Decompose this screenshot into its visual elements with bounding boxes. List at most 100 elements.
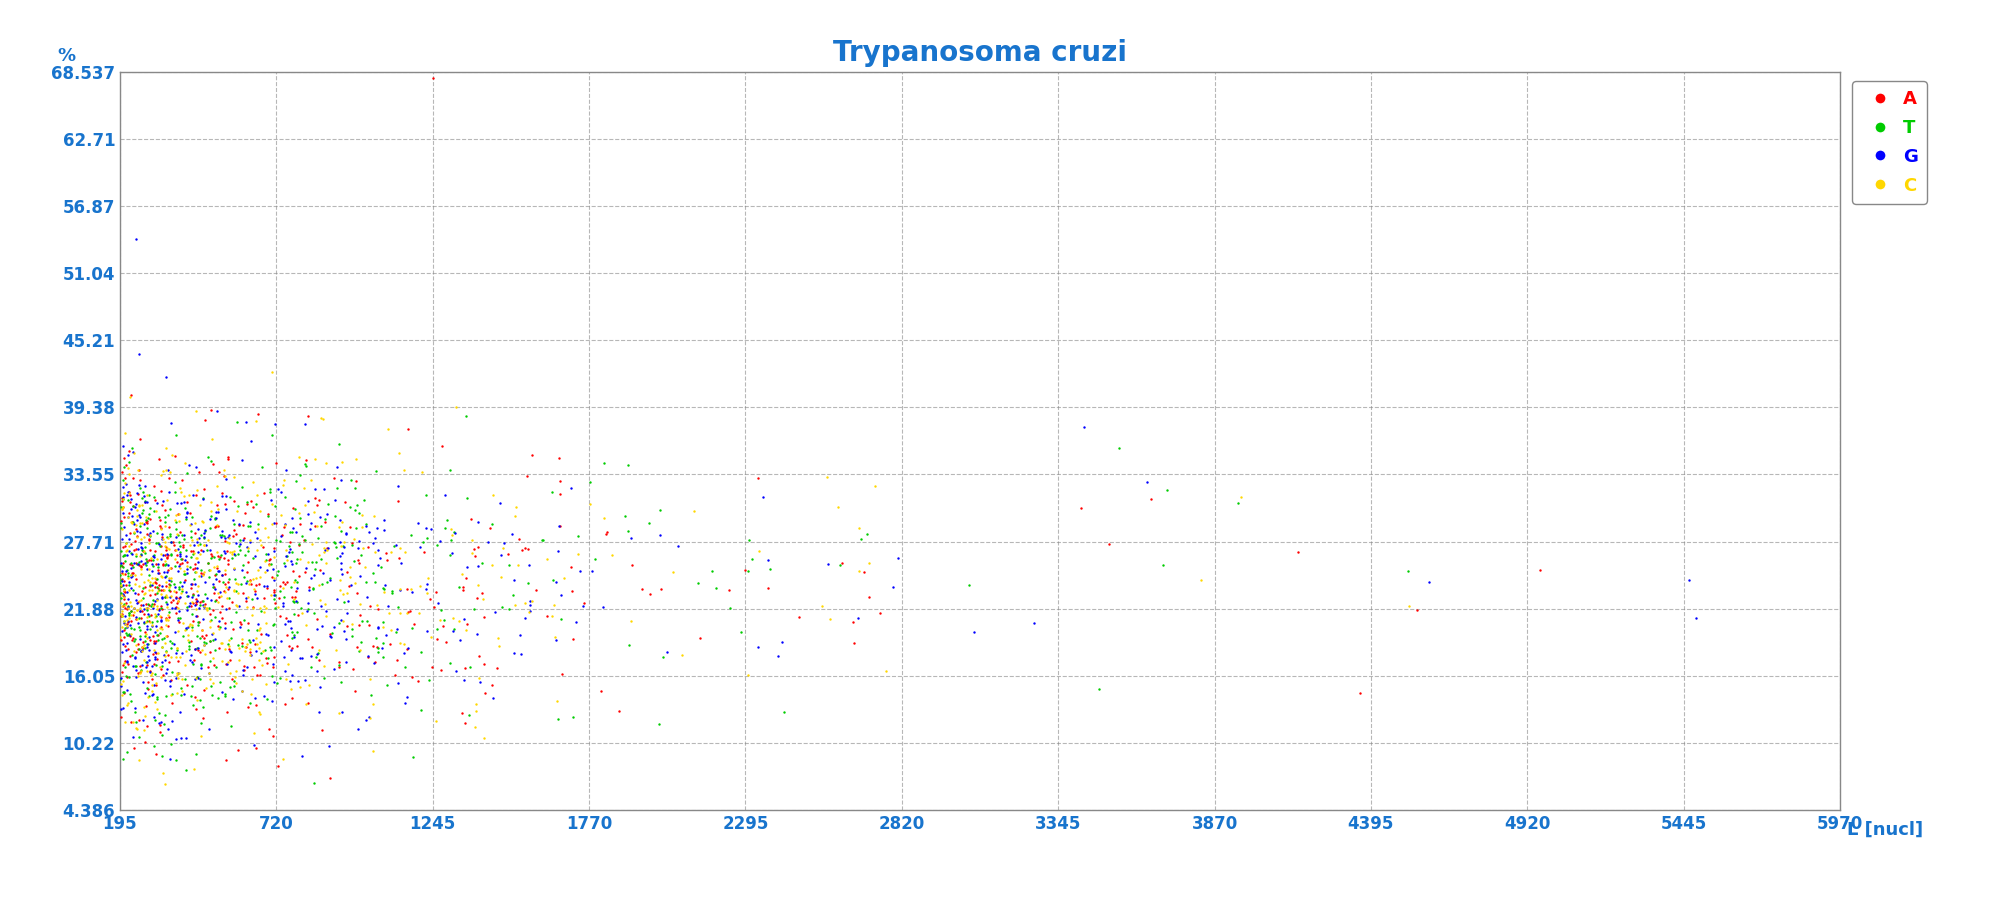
Point bbox=[270, 549, 302, 563]
Point bbox=[678, 504, 710, 518]
Point bbox=[240, 741, 272, 755]
Point bbox=[150, 575, 182, 590]
Point bbox=[302, 612, 334, 626]
Point bbox=[212, 453, 244, 467]
Point bbox=[142, 580, 174, 594]
Point bbox=[126, 643, 158, 657]
Point bbox=[226, 453, 258, 467]
Point bbox=[256, 364, 288, 379]
Point bbox=[136, 619, 168, 634]
Point bbox=[256, 570, 288, 584]
Point bbox=[194, 521, 226, 535]
Point bbox=[132, 603, 164, 617]
Point bbox=[308, 541, 340, 555]
Point bbox=[166, 472, 198, 487]
Point bbox=[232, 554, 264, 569]
Point bbox=[104, 710, 136, 724]
Point bbox=[164, 507, 196, 521]
Point bbox=[516, 448, 548, 463]
Point bbox=[276, 520, 308, 535]
Point bbox=[108, 584, 140, 598]
Point bbox=[274, 538, 306, 553]
Point bbox=[200, 592, 232, 607]
Point bbox=[358, 656, 390, 670]
Point bbox=[250, 580, 282, 595]
Point bbox=[168, 687, 200, 701]
Point bbox=[314, 626, 346, 641]
Point bbox=[170, 678, 202, 692]
Point bbox=[122, 611, 154, 625]
Point bbox=[248, 539, 280, 554]
Point bbox=[122, 557, 154, 572]
Point bbox=[208, 585, 240, 599]
Point bbox=[520, 582, 552, 597]
Point bbox=[724, 625, 756, 639]
Point bbox=[142, 536, 174, 550]
Point bbox=[124, 623, 156, 637]
Point bbox=[186, 568, 218, 582]
Point bbox=[126, 541, 158, 555]
Point bbox=[356, 536, 388, 550]
Point bbox=[124, 633, 156, 647]
Point bbox=[614, 614, 646, 628]
Point bbox=[150, 612, 182, 626]
Point bbox=[172, 488, 204, 502]
Point bbox=[120, 555, 152, 570]
Point bbox=[208, 577, 240, 591]
Point bbox=[114, 627, 146, 642]
Point bbox=[194, 614, 226, 628]
Point bbox=[112, 571, 144, 585]
Point bbox=[152, 599, 184, 614]
Point bbox=[334, 559, 366, 573]
Point bbox=[138, 657, 170, 671]
Point bbox=[510, 541, 542, 555]
Point bbox=[612, 638, 644, 652]
Point bbox=[198, 520, 230, 535]
Point bbox=[336, 617, 368, 632]
Point bbox=[184, 499, 216, 513]
Point bbox=[354, 617, 386, 632]
Point bbox=[106, 598, 138, 613]
Point bbox=[302, 498, 334, 512]
Point bbox=[1084, 681, 1116, 696]
Point bbox=[106, 578, 138, 592]
Point bbox=[164, 610, 196, 625]
Point bbox=[222, 742, 254, 757]
Point bbox=[322, 655, 354, 670]
Point bbox=[254, 482, 286, 497]
Point bbox=[206, 611, 238, 625]
Point bbox=[142, 614, 174, 628]
Point bbox=[106, 494, 138, 508]
Point bbox=[326, 455, 358, 470]
Point bbox=[328, 495, 360, 509]
Point bbox=[1132, 475, 1164, 490]
Point bbox=[186, 543, 218, 557]
Point bbox=[394, 528, 426, 543]
Point bbox=[192, 600, 224, 615]
Point bbox=[298, 776, 330, 790]
Point bbox=[106, 607, 138, 621]
Point bbox=[714, 601, 746, 616]
Point bbox=[180, 642, 212, 656]
Point bbox=[184, 716, 216, 730]
Point bbox=[116, 567, 148, 581]
Point bbox=[188, 537, 220, 552]
Point bbox=[276, 557, 308, 572]
Point bbox=[282, 575, 314, 590]
Point bbox=[192, 603, 224, 617]
Point bbox=[110, 670, 142, 684]
Point bbox=[140, 667, 172, 681]
Point bbox=[466, 586, 498, 600]
Point bbox=[150, 618, 182, 633]
Point bbox=[238, 582, 270, 597]
Point bbox=[748, 490, 780, 504]
Point bbox=[270, 672, 302, 687]
Point bbox=[324, 549, 356, 563]
Point bbox=[236, 608, 268, 623]
Point bbox=[634, 587, 666, 601]
Point bbox=[354, 598, 386, 613]
Point bbox=[160, 626, 192, 640]
Point bbox=[200, 510, 232, 525]
Point bbox=[382, 599, 414, 614]
Point bbox=[108, 549, 140, 563]
